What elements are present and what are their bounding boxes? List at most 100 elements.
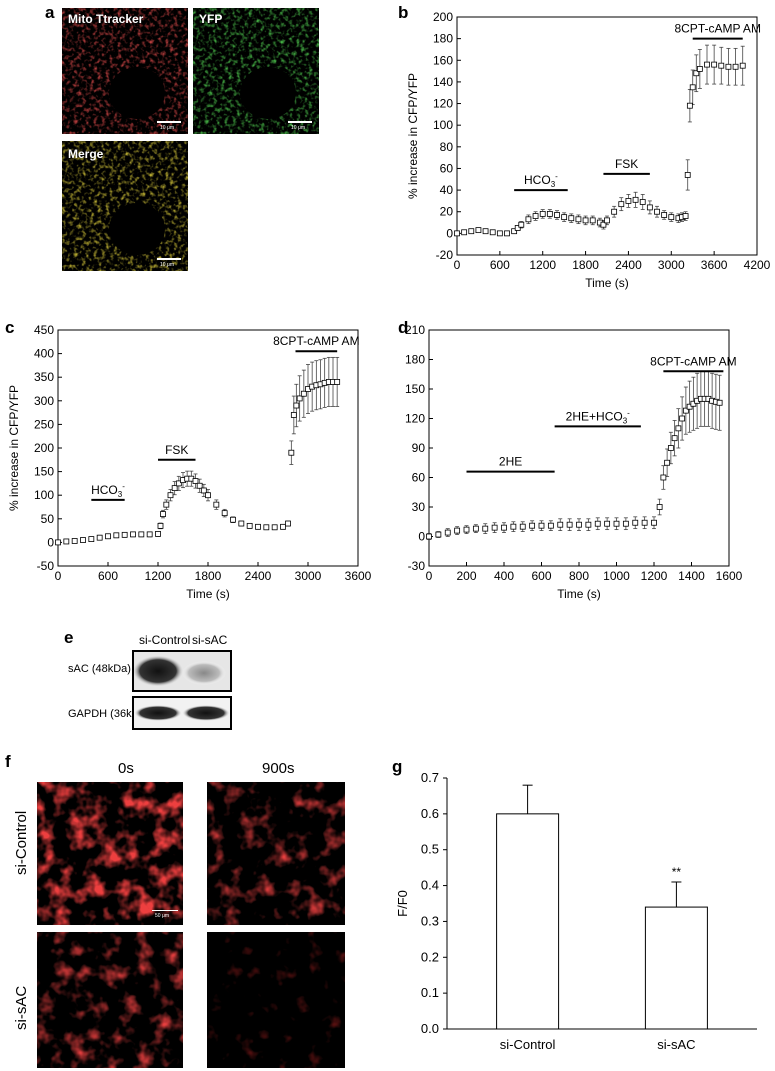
data-point [163, 501, 170, 508]
data-point [604, 520, 611, 527]
y-tick-label: 450 [34, 323, 54, 337]
plot-frame [57, 329, 359, 567]
y-tick-label: 300 [34, 394, 54, 408]
y-tick-label: 400 [34, 347, 54, 361]
data-point [71, 538, 78, 544]
data-point [539, 210, 546, 217]
f-texture [37, 782, 183, 925]
data-point [113, 532, 120, 539]
wb-blot-sac [132, 650, 232, 692]
y-tick-label: 210 [405, 323, 425, 337]
data-point [293, 402, 300, 409]
data-point [255, 523, 261, 530]
data-point [285, 520, 291, 527]
bar [496, 813, 560, 1030]
data-point [63, 538, 70, 545]
chart-d: 0 200 400 600 800 1000 1200 1400 1600-3003060901… [405, 323, 743, 601]
data-point [529, 522, 536, 529]
x-category-label: si-Control [500, 1037, 556, 1052]
data-point [501, 524, 507, 531]
data-point [138, 531, 145, 538]
y-tick-label: 120 [433, 97, 453, 111]
data-point [105, 533, 111, 540]
y-tick-label: 20 [440, 205, 454, 219]
data-point [716, 399, 723, 406]
data-point [171, 485, 178, 492]
data-point [475, 227, 482, 234]
y-tick-label: 0 [446, 226, 453, 240]
treatment-label: 8CPT-cAMP AM [273, 334, 359, 348]
x-tick-label: 1200 [641, 569, 668, 583]
data-point [668, 214, 675, 221]
data-point [667, 445, 674, 451]
wb-row-sac: sAC (48kDa) [68, 663, 131, 675]
scale-bar [157, 121, 181, 123]
data-point [682, 407, 689, 414]
data-point [679, 415, 686, 422]
data-point [566, 521, 573, 528]
y-tick-label: 140 [433, 75, 453, 89]
x-tick-label: 0 [426, 569, 433, 583]
y-tick-label: 100 [433, 118, 453, 132]
data-point [489, 229, 496, 236]
y-tick-label: 0.1 [421, 985, 439, 1000]
y-tick-label: -20 [436, 248, 454, 262]
scale-bar [152, 910, 178, 911]
x-tick-label: 1200 [529, 258, 556, 272]
y-tick-label: 160 [433, 53, 453, 67]
y-tick-label: 90 [412, 441, 426, 455]
data-point [155, 531, 161, 537]
x-tick-label: 3000 [295, 569, 322, 583]
data-point [167, 492, 174, 499]
data-point [238, 520, 245, 527]
data-point [651, 519, 657, 526]
merge-image: Merge 10 μm [62, 141, 188, 271]
data-point [288, 449, 295, 456]
y-tick-label: 250 [34, 417, 54, 431]
data-point [157, 522, 164, 529]
data-point [684, 172, 691, 178]
x-tick-label: 1200 [145, 569, 172, 583]
data-point [514, 225, 521, 231]
x-category-label: si-sAC [657, 1037, 695, 1052]
x-tick-label: 600 [531, 569, 551, 583]
y-tick-label: 200 [433, 10, 453, 24]
y-tick-label: 0.0 [421, 1021, 439, 1036]
data-point [496, 230, 503, 237]
panel-label-d: d [398, 318, 409, 337]
data-point [538, 522, 545, 529]
data-point [296, 395, 303, 402]
data-point [693, 70, 700, 77]
data-point [664, 459, 671, 466]
data-point [613, 520, 620, 527]
y-tick-label: 0.6 [421, 806, 439, 821]
data-point [263, 524, 270, 531]
mito-tracker-label: Mito Ttracker [68, 12, 144, 26]
y-axis-label: % increase in CFP/YFP [406, 73, 420, 199]
y-tick-label: -50 [37, 559, 55, 573]
data-point [641, 519, 648, 526]
x-tick-label: 600 [98, 569, 118, 583]
data-point [246, 522, 253, 529]
data-point [532, 213, 539, 219]
data-point [519, 523, 526, 530]
y-tick-label: 0.3 [421, 913, 439, 928]
x-tick-label: 0 [454, 258, 461, 272]
f-row-control: si-Control [13, 810, 30, 875]
data-point [121, 531, 128, 538]
wb-col-sac: si-sAC [192, 633, 228, 647]
yfp-label: YFP [199, 12, 223, 26]
data-point [280, 523, 286, 530]
data-point [88, 536, 95, 542]
data-point [656, 504, 663, 510]
data-point [525, 216, 532, 223]
data-point [444, 529, 451, 536]
data-point [575, 216, 582, 223]
panel-label-f: f [5, 752, 11, 771]
data-point [271, 524, 278, 531]
data-point [632, 196, 639, 203]
f-texture [37, 932, 183, 1068]
mito-tracker-image: Mito Ttracker 10 μm [62, 8, 188, 134]
data-point [557, 521, 564, 528]
y-axis-label: F/F0 [395, 890, 410, 917]
